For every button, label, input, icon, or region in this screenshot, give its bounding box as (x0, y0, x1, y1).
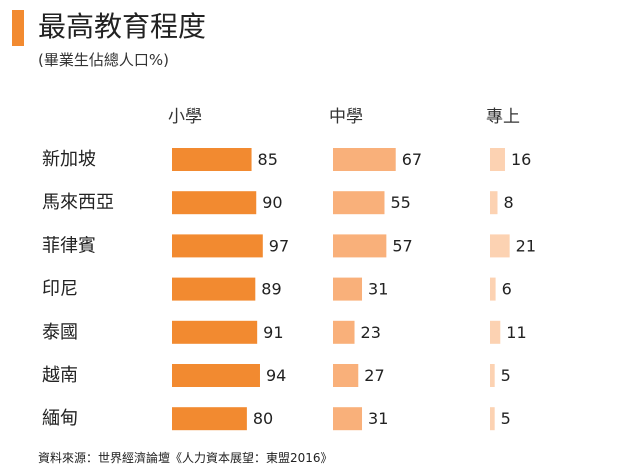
series-header: 專上 (486, 107, 520, 127)
bar (333, 191, 385, 215)
data-label: 67 (402, 150, 422, 169)
bar (490, 320, 501, 344)
data-label: 5 (501, 366, 511, 385)
data-label: 80 (253, 409, 273, 428)
data-label: 31 (368, 280, 388, 299)
category-label: 馬來西亞 (42, 192, 114, 213)
data-label: 5 (501, 409, 511, 428)
bar (333, 277, 363, 301)
category-label: 緬甸 (42, 408, 78, 429)
bar (490, 407, 495, 431)
bar (172, 407, 247, 431)
data-label: 89 (261, 280, 281, 299)
bar (333, 320, 355, 344)
data-label: 94 (266, 366, 286, 385)
category-label: 泰國 (42, 322, 78, 343)
data-label: 91 (263, 323, 283, 342)
bar (490, 277, 496, 301)
source-note: 資料來源：世界經濟論壇《人力資本展望：東盟2016》 (38, 451, 333, 465)
category-label: 印尼 (42, 279, 78, 300)
series-header: 中學 (329, 107, 363, 127)
bar (490, 364, 495, 387)
data-label: 57 (392, 236, 412, 255)
chart-title: 最高教育程度 (38, 10, 207, 43)
data-label: 11 (506, 323, 526, 342)
category-label: 越南 (42, 365, 78, 386)
data-label: 16 (511, 150, 531, 169)
bar (172, 234, 263, 258)
data-label: 90 (262, 193, 282, 212)
bar (333, 148, 396, 171)
category-label: 新加坡 (42, 149, 96, 170)
series-header: 小學 (168, 107, 202, 127)
data-label: 85 (258, 150, 278, 169)
data-label: 6 (502, 280, 512, 299)
bar (172, 320, 258, 344)
bar (172, 191, 257, 215)
bar (333, 407, 363, 431)
bar (172, 148, 252, 171)
data-label: 55 (390, 193, 410, 212)
data-label: 23 (361, 323, 381, 342)
category-label: 菲律賓 (42, 235, 96, 256)
title-accent-bar (12, 10, 24, 46)
bar (172, 364, 260, 387)
bar (333, 234, 387, 258)
bar (490, 191, 498, 215)
data-label: 97 (269, 236, 289, 255)
data-label: 31 (368, 409, 388, 428)
data-label: 21 (516, 236, 536, 255)
bar (333, 364, 359, 387)
data-label: 8 (503, 193, 513, 212)
data-label: 27 (364, 366, 384, 385)
chart-subtitle: (畢業生佔總人口%) (38, 51, 169, 69)
bar (490, 234, 510, 258)
bar (490, 148, 505, 171)
bar (172, 277, 256, 301)
